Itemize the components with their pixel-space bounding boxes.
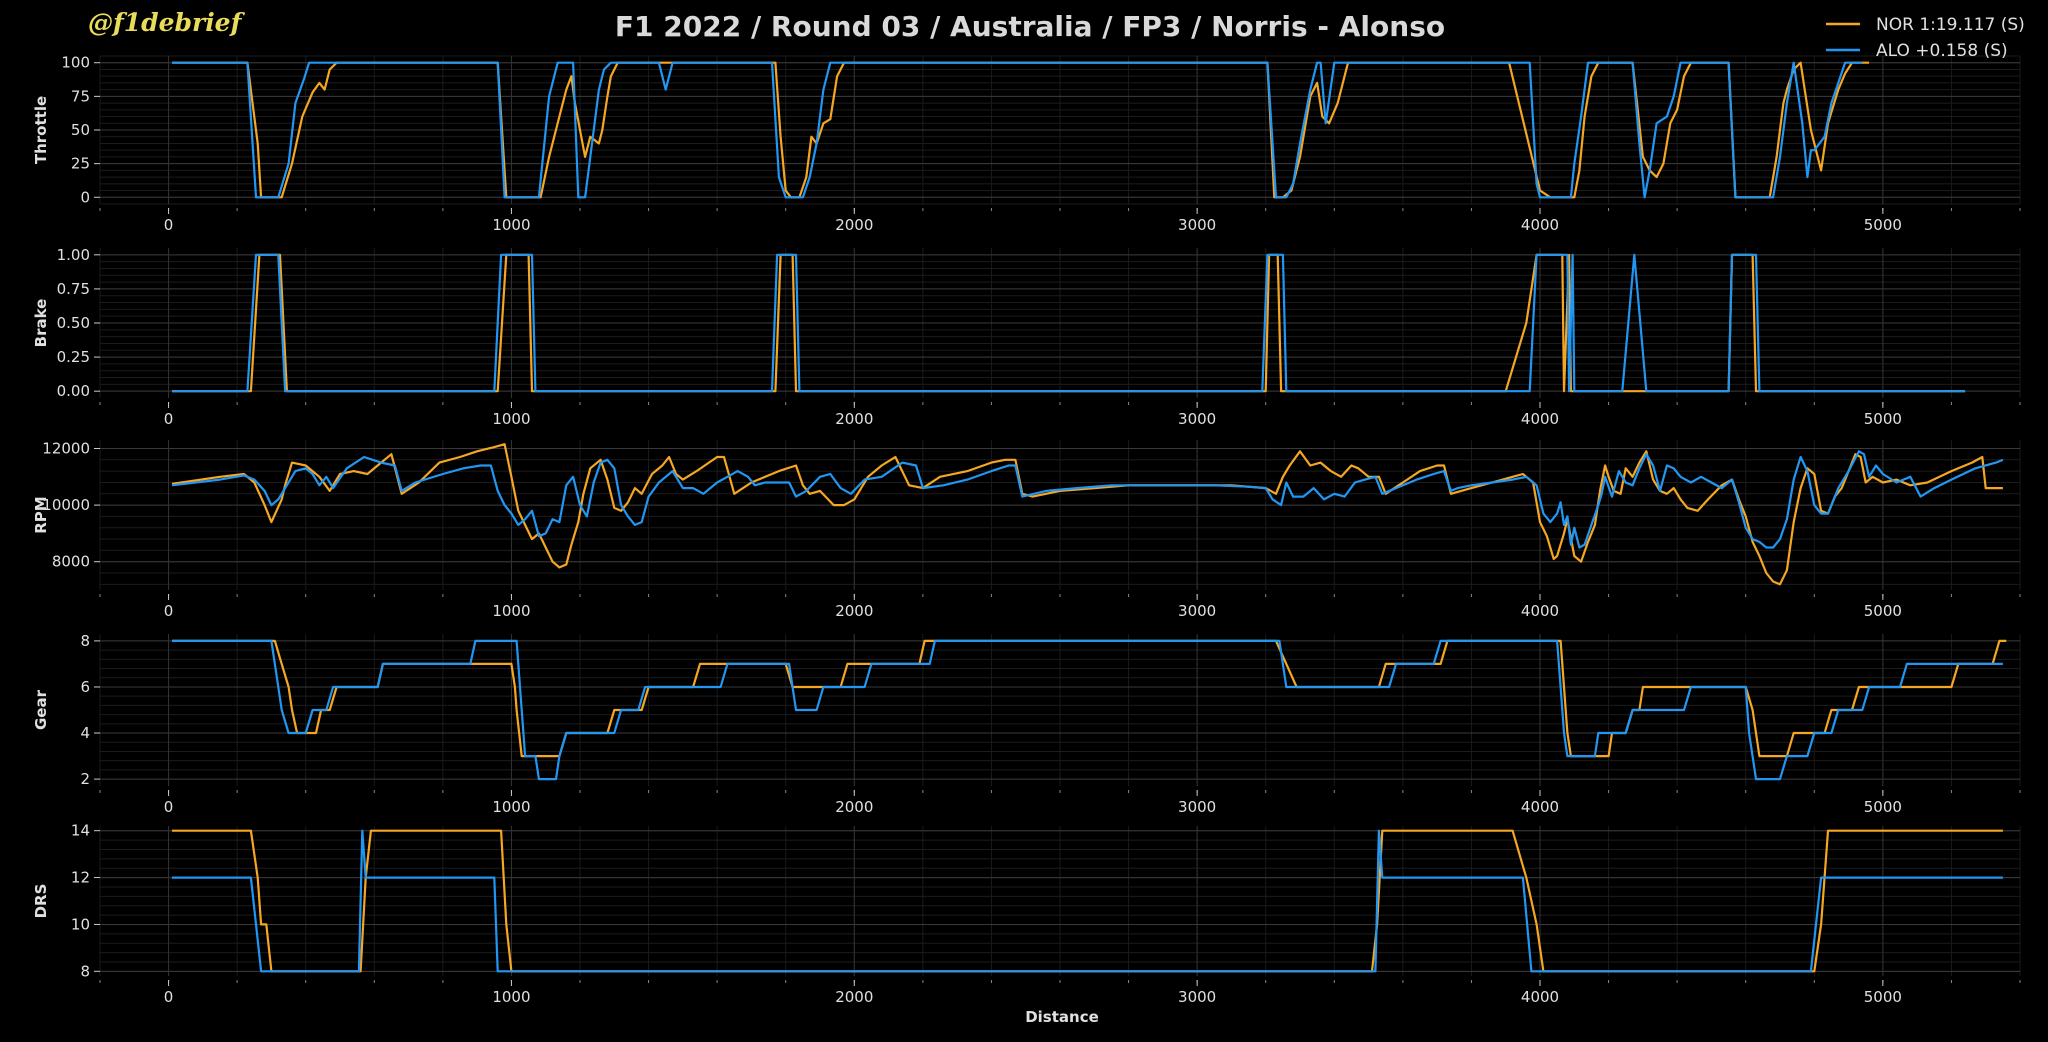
x-tick-label: 4000 [1521, 798, 1559, 816]
x-tick-label: 5000 [1864, 602, 1902, 620]
watermark: @f1debrief [88, 8, 242, 37]
y-axis-label: RPM [32, 496, 50, 533]
x-tick-label: 2000 [835, 410, 873, 428]
x-tick-label: 2000 [835, 798, 873, 816]
x-tick-label: 4000 [1521, 988, 1559, 1006]
x-tick-label: 5000 [1864, 410, 1902, 428]
y-tick-label: 1.00 [57, 246, 90, 264]
y-tick-label: 12 [71, 869, 90, 887]
x-tick-label: 0 [164, 602, 174, 620]
x-tick-label: 1000 [492, 988, 530, 1006]
y-axis-label: Brake [32, 299, 50, 348]
series-line-alo-throttle [172, 61, 1863, 199]
x-axis-label: Distance [1025, 1008, 1099, 1026]
chart-title: F1 2022 / Round 03 / Australia / FP3 / N… [615, 10, 1445, 43]
y-tick-label: 0.75 [57, 280, 90, 298]
x-tick-label: 3000 [1178, 216, 1216, 234]
x-tick-label: 3000 [1178, 410, 1216, 428]
x-tick-label: 5000 [1864, 988, 1902, 1006]
y-tick-label: 2 [80, 770, 90, 788]
legend: NOR 1:19.117 (S) ALO +0.158 (S) [1826, 15, 2025, 61]
y-tick-label: 10000 [42, 496, 90, 514]
y-tick-label: 0.25 [57, 348, 90, 366]
y-tick-label: 25 [71, 155, 90, 173]
y-tick-label: 0 [80, 188, 90, 206]
x-tick-label: 1000 [492, 798, 530, 816]
series-line-nor-gear [172, 639, 2007, 758]
panel-gear: 2 4 6 8 0 1000 2000 3000 4000 5000 Gear [32, 632, 2021, 816]
y-tick-label: 4 [80, 724, 90, 742]
x-tick-label: 2000 [835, 602, 873, 620]
x-tick-label: 0 [164, 216, 174, 234]
x-tick-label: 5000 [1864, 216, 1902, 234]
y-tick-label: 8 [80, 962, 90, 980]
y-tick-label: 8000 [52, 553, 90, 571]
x-tick-label: 4000 [1521, 410, 1559, 428]
x-tick-label: 0 [164, 798, 174, 816]
y-tick-label: 0.50 [57, 314, 90, 332]
series-line-nor-drs [172, 829, 2003, 973]
series-line-alo-brake [172, 253, 1966, 393]
x-tick-label: 3000 [1178, 602, 1216, 620]
y-tick-label: 12000 [42, 439, 90, 457]
x-tick-label: 1000 [492, 602, 530, 620]
y-tick-label: 14 [71, 822, 90, 840]
y-tick-label: 0.00 [57, 382, 90, 400]
x-tick-label: 3000 [1178, 798, 1216, 816]
x-tick-label: 4000 [1521, 216, 1559, 234]
x-tick-label: 3000 [1178, 988, 1216, 1006]
y-tick-label: 8 [80, 632, 90, 650]
series-line-alo-rpm [171, 450, 2004, 549]
series-line-alo-gear [172, 639, 2003, 781]
legend-label-alo: ALO +0.158 (S) [1876, 41, 2008, 61]
x-tick-label: 2000 [835, 216, 873, 234]
x-tick-label: 0 [164, 988, 174, 1006]
y-tick-label: 75 [71, 87, 90, 105]
x-tick-label: 1000 [492, 216, 530, 234]
y-tick-label: 10 [71, 915, 90, 933]
x-tick-label: 1000 [492, 410, 530, 428]
y-axis-label: Gear [32, 689, 50, 730]
series-line-alo-drs [172, 829, 2003, 973]
y-axis-label: DRS [32, 884, 50, 919]
series-line-nor-rpm [171, 443, 2003, 586]
panel-drs: 8 10 12 14 0 1000 2000 3000 4000 5000 DRS [32, 822, 2021, 1006]
x-tick-label: 4000 [1521, 602, 1559, 620]
y-tick-label: 50 [71, 121, 90, 139]
x-tick-label: 0 [164, 410, 174, 428]
x-tick-label: 2000 [835, 988, 873, 1006]
y-tick-label: 100 [61, 54, 90, 72]
legend-label-nor: NOR 1:19.117 (S) [1876, 15, 2025, 35]
y-axis-label: Throttle [32, 96, 50, 164]
y-tick-label: 6 [80, 678, 90, 696]
x-tick-label: 5000 [1864, 798, 1902, 816]
panel-rpm: 8000 10000 12000 0 1000 2000 3000 4000 5000 RPM [32, 439, 2021, 620]
panel-brake: 0.00 0.25 0.50 0.75 1.00 0 1000 2000 3000 4000 500… [32, 246, 2021, 428]
